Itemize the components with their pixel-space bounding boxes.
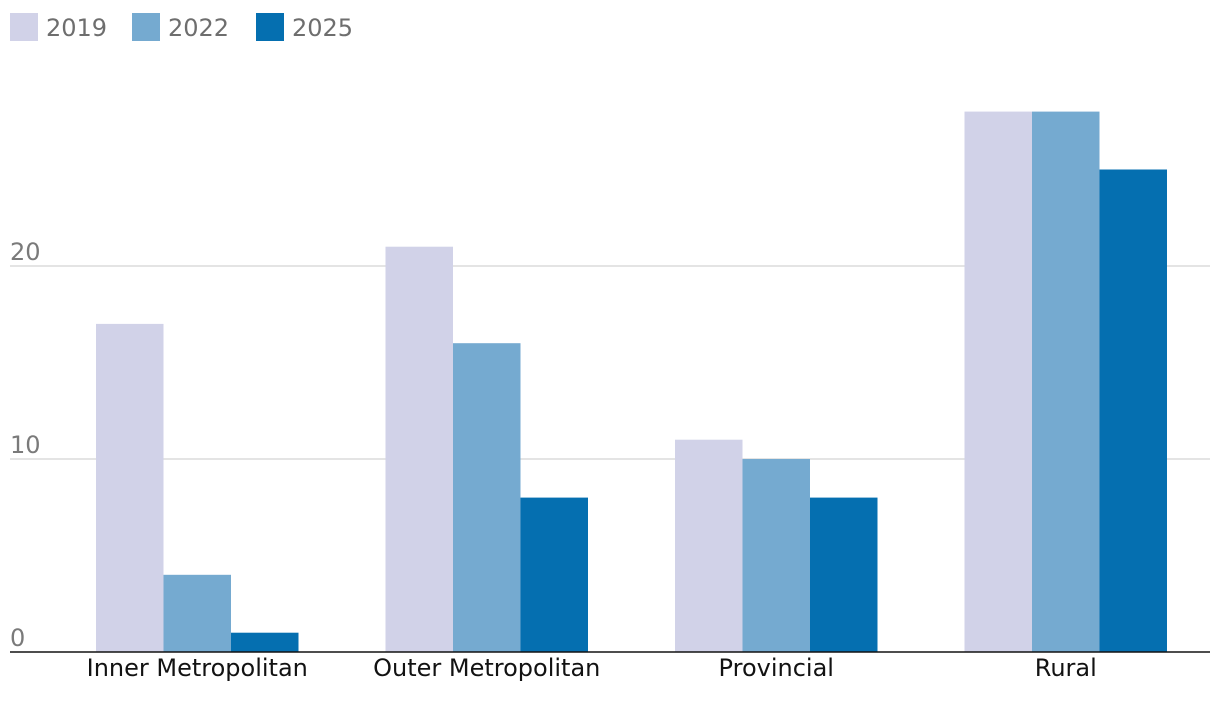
legend-label-2025: 2025 (292, 14, 353, 42)
bar-rural-2022 (1032, 111, 1100, 653)
legend-swatch-2022 (132, 13, 160, 41)
x-tick-label-provincial: Provincial (719, 654, 834, 682)
legend-swatch-2025 (256, 13, 284, 41)
bar-outer-metropolitan-2019 (385, 246, 453, 652)
legend-item-2019: 2019 (10, 13, 107, 42)
legend-label-2022: 2022 (168, 14, 229, 42)
bar-provincial-2019 (675, 439, 743, 652)
bar-rural-2025 (1099, 169, 1167, 652)
legend: 2019 2022 2025 (10, 13, 353, 42)
bar-provincial-2022 (742, 459, 810, 652)
bar-outer-metropolitan-2022 (453, 343, 521, 652)
bar-rural-2019 (964, 111, 1032, 653)
y-tick-label-10: 10 (10, 431, 41, 459)
bar-outer-metropolitan-2025 (520, 497, 588, 652)
x-tick-label-inner-metropolitan: Inner Metropolitan (87, 654, 308, 682)
legend-item-2025: 2025 (256, 13, 353, 42)
legend-item-2022: 2022 (132, 13, 229, 42)
bars (96, 111, 1167, 653)
bar-provincial-2025 (810, 497, 878, 652)
legend-label-2019: 2019 (46, 14, 107, 42)
x-axis-ticks: Inner Metropolitan Outer Metropolitan Prov… (87, 654, 1097, 682)
x-tick-label-outer-metropolitan: Outer Metropolitan (373, 654, 600, 682)
x-tick-label-rural: Rural (1035, 654, 1097, 682)
y-axis-ticks: 0 10 20 (10, 238, 41, 652)
bar-inner-metropolitan-2025 (231, 632, 299, 652)
bar-inner-metropolitan-2019 (96, 323, 164, 652)
y-tick-label-0: 0 (10, 624, 25, 652)
legend-swatch-2019 (10, 13, 38, 41)
y-tick-label-20: 20 (10, 238, 41, 266)
bar-inner-metropolitan-2022 (163, 574, 231, 652)
